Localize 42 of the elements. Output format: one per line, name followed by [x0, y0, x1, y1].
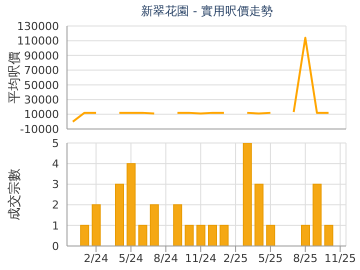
- y-tick-label: 1: [52, 219, 59, 232]
- x-tick-label: 5/25: [258, 252, 283, 265]
- bar: [312, 184, 322, 246]
- x-tick-label: 11/24: [184, 252, 217, 265]
- bar: [80, 224, 90, 246]
- y-axis-title: 成交宗數: [6, 168, 23, 220]
- y-tick-label: 0: [52, 240, 59, 253]
- y-tick-label: 3: [52, 178, 59, 192]
- y-tick-label: 4: [52, 158, 59, 171]
- bar: [138, 224, 148, 246]
- bar: [126, 163, 136, 246]
- y-tick-label: 30000: [24, 93, 59, 106]
- y-axis-title: 平均呎價: [8, 52, 23, 104]
- y-tick-label: 90000: [24, 49, 59, 62]
- bar: [301, 224, 310, 246]
- y-tick-label: -10000: [20, 122, 59, 136]
- bar: [266, 224, 276, 246]
- x-tick-label: 2/25: [223, 252, 248, 265]
- x-tick-label: 2/24: [84, 252, 108, 265]
- y-tick-label: 5: [52, 136, 59, 150]
- bar: [115, 184, 124, 246]
- bar: [150, 204, 159, 246]
- y-tick-label: 70000: [24, 64, 59, 78]
- chart-title: 新翠花園 - 實用呎價走勢: [141, 4, 273, 18]
- x-tick-label: 5/24: [118, 252, 144, 265]
- y-tick-label: 10000: [24, 108, 59, 122]
- bar: [324, 224, 334, 246]
- x-tick-label: 11/25: [324, 252, 356, 265]
- bar: [173, 204, 182, 246]
- bar: [254, 184, 264, 246]
- x-tick-label: 8/24: [153, 252, 178, 265]
- bar: [208, 224, 217, 246]
- y-tick-label: 50000: [24, 78, 59, 92]
- x-tick-label: 8/25: [292, 252, 318, 265]
- bar: [196, 224, 206, 246]
- y-tick-label: 110000: [17, 34, 59, 48]
- y-tick-label: 2: [52, 198, 59, 212]
- bar: [242, 143, 252, 246]
- bar: [220, 224, 229, 246]
- bar: [92, 204, 101, 246]
- y-tick-label: 130000: [17, 20, 59, 33]
- bar: [184, 224, 194, 246]
